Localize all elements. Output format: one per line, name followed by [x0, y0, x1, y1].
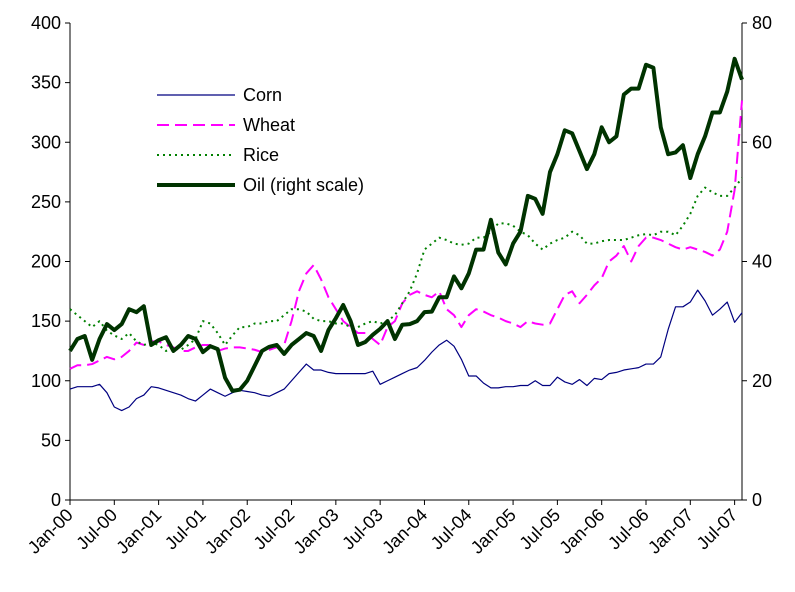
legend-label: Oil (right scale): [243, 175, 364, 195]
y-tick-label: 400: [31, 13, 61, 33]
y-tick-label: 100: [31, 371, 61, 391]
x-tick-label: Jan-04: [378, 505, 431, 558]
x-tick-label: Jan-01: [112, 505, 165, 558]
y2-tick-label: 60: [752, 132, 772, 152]
legend-label: Rice: [243, 145, 279, 165]
series-line: [68, 56, 744, 393]
y2-tick-label: 20: [752, 371, 772, 391]
y2-tick-label: 80: [752, 13, 772, 33]
y-tick-label: 50: [41, 430, 61, 450]
y2-tick-label: 40: [752, 252, 772, 272]
x-tick-label: Jan-02: [201, 505, 254, 558]
y-tick-label: 200: [31, 252, 61, 272]
x-tick-label: Jan-06: [555, 505, 608, 558]
legend-label: Corn: [243, 85, 282, 105]
y-tick-label: 0: [51, 490, 61, 510]
x-tick-label: Jul-07: [693, 505, 742, 554]
x-tick-label: Jan-00: [24, 505, 77, 558]
x-tick-label: Jan-03: [290, 505, 343, 558]
y2-tick-label: 0: [752, 490, 762, 510]
x-tick-label: Jan-07: [644, 505, 697, 558]
y-tick-label: 250: [31, 192, 61, 212]
series-line: [69, 289, 743, 412]
x-tick-label: Jan-05: [467, 505, 520, 558]
y-tick-label: 300: [31, 132, 61, 152]
y-tick-label: 150: [31, 311, 61, 331]
y-tick-label: 350: [31, 73, 61, 93]
legend-label: Wheat: [243, 115, 295, 135]
series-line: [69, 100, 743, 370]
series-line: [69, 177, 743, 352]
